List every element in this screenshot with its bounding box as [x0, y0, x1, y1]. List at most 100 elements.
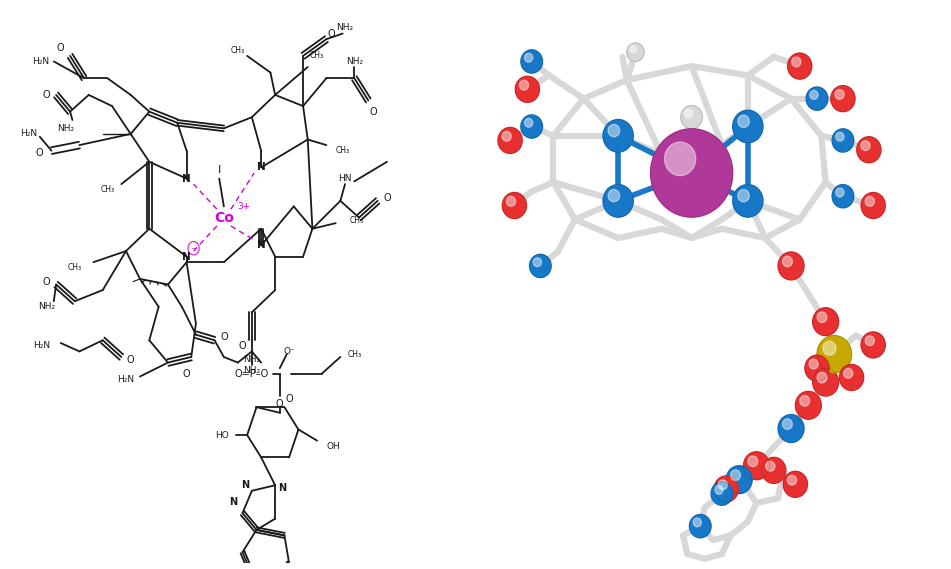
Circle shape	[806, 87, 827, 110]
Circle shape	[747, 456, 758, 467]
Text: H₂N: H₂N	[32, 57, 49, 66]
Circle shape	[823, 341, 836, 355]
Circle shape	[534, 258, 541, 267]
Text: O: O	[285, 394, 293, 404]
Text: O: O	[43, 90, 50, 100]
Circle shape	[787, 475, 797, 485]
Circle shape	[744, 452, 769, 480]
Circle shape	[792, 57, 801, 67]
Circle shape	[813, 368, 839, 396]
Text: O: O	[43, 277, 50, 287]
Text: NH₂: NH₂	[243, 355, 261, 364]
Circle shape	[603, 184, 633, 217]
Circle shape	[693, 518, 701, 527]
Text: –: –	[192, 244, 196, 253]
Circle shape	[603, 119, 633, 152]
Circle shape	[685, 109, 692, 118]
Circle shape	[762, 457, 786, 484]
Circle shape	[530, 254, 552, 278]
Text: O: O	[239, 341, 246, 351]
Circle shape	[805, 355, 829, 381]
Text: NH₂: NH₂	[337, 23, 354, 32]
Circle shape	[714, 476, 738, 502]
Circle shape	[800, 395, 809, 406]
Text: H₂N: H₂N	[33, 341, 50, 351]
Text: NH₂: NH₂	[243, 366, 261, 376]
Text: CH₃: CH₃	[350, 216, 364, 225]
Text: O: O	[36, 149, 44, 158]
Circle shape	[836, 188, 844, 197]
Circle shape	[784, 471, 807, 497]
Text: HN: HN	[339, 174, 352, 183]
Text: O: O	[276, 399, 283, 409]
Circle shape	[521, 115, 542, 138]
Circle shape	[609, 189, 620, 202]
Circle shape	[715, 485, 723, 494]
Text: CH₃: CH₃	[68, 263, 82, 273]
Circle shape	[795, 391, 822, 419]
Text: O⁻: O⁻	[283, 347, 295, 356]
Text: O: O	[126, 355, 134, 365]
Text: N: N	[278, 483, 286, 493]
Circle shape	[840, 364, 864, 390]
Circle shape	[627, 43, 644, 61]
Circle shape	[519, 80, 529, 90]
Circle shape	[778, 252, 804, 280]
Text: CH₃: CH₃	[100, 185, 114, 194]
Text: I: I	[218, 165, 221, 175]
Text: CH₃: CH₃	[336, 146, 350, 155]
Circle shape	[711, 482, 732, 505]
Circle shape	[732, 110, 763, 143]
Circle shape	[813, 308, 839, 336]
Circle shape	[507, 196, 515, 207]
Circle shape	[809, 359, 818, 369]
Circle shape	[525, 118, 533, 127]
Circle shape	[831, 85, 855, 112]
Circle shape	[817, 312, 827, 323]
Circle shape	[630, 46, 636, 53]
Text: N: N	[257, 241, 265, 250]
Text: N: N	[183, 251, 191, 262]
Circle shape	[681, 106, 703, 129]
Text: 3+: 3+	[237, 202, 250, 211]
Text: H₂N: H₂N	[20, 129, 37, 138]
Circle shape	[787, 53, 812, 79]
Text: O: O	[327, 28, 335, 39]
Circle shape	[766, 461, 775, 471]
Circle shape	[778, 415, 804, 443]
Text: O: O	[183, 369, 190, 379]
Circle shape	[832, 129, 854, 152]
Circle shape	[832, 184, 854, 208]
Text: HO: HO	[215, 431, 228, 440]
Text: Co: Co	[214, 211, 234, 225]
Circle shape	[515, 76, 539, 102]
Circle shape	[817, 336, 851, 373]
Circle shape	[665, 142, 696, 176]
Text: NH₂: NH₂	[346, 57, 363, 66]
Text: OH: OH	[326, 442, 340, 451]
Circle shape	[810, 90, 818, 100]
Circle shape	[861, 332, 885, 358]
Circle shape	[738, 189, 749, 202]
Circle shape	[689, 514, 711, 538]
Circle shape	[609, 125, 620, 137]
Circle shape	[857, 137, 881, 163]
Text: CH₃: CH₃	[310, 51, 324, 60]
Text: N: N	[183, 174, 191, 184]
Circle shape	[738, 115, 749, 127]
Text: CH₃: CH₃	[347, 350, 361, 358]
Circle shape	[732, 184, 763, 217]
Circle shape	[730, 470, 741, 480]
Text: O: O	[383, 193, 391, 203]
Text: O: O	[369, 106, 377, 117]
Text: O=P–O: O=P–O	[235, 369, 269, 379]
Circle shape	[502, 131, 512, 141]
Circle shape	[502, 192, 527, 218]
Circle shape	[836, 133, 844, 141]
Circle shape	[727, 465, 752, 494]
Text: NH₂: NH₂	[57, 124, 74, 133]
Circle shape	[650, 129, 732, 217]
Text: N: N	[257, 162, 265, 172]
Circle shape	[844, 368, 853, 378]
Circle shape	[865, 336, 874, 346]
